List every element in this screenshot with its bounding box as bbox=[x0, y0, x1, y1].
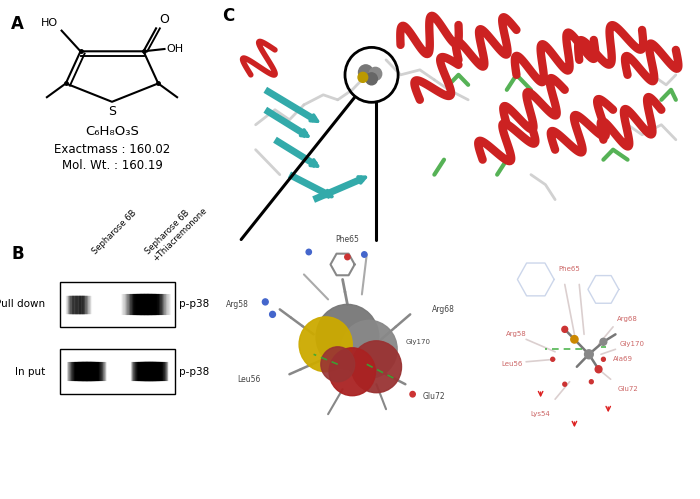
Text: A: A bbox=[11, 14, 24, 32]
Text: Arg68: Arg68 bbox=[617, 316, 638, 322]
Text: Sepharose 6B: Sepharose 6B bbox=[91, 208, 139, 256]
Text: C: C bbox=[222, 7, 234, 25]
Text: O: O bbox=[160, 13, 169, 26]
Circle shape bbox=[563, 382, 567, 386]
Text: S: S bbox=[108, 105, 116, 118]
Circle shape bbox=[351, 341, 402, 393]
Circle shape bbox=[345, 254, 350, 259]
Text: Arg58: Arg58 bbox=[225, 300, 248, 309]
Circle shape bbox=[341, 320, 397, 378]
Circle shape bbox=[570, 335, 578, 343]
Text: Pull down: Pull down bbox=[0, 299, 45, 309]
Text: Gly170: Gly170 bbox=[620, 341, 645, 347]
Circle shape bbox=[410, 391, 415, 397]
Circle shape bbox=[358, 72, 368, 82]
Circle shape bbox=[584, 350, 594, 359]
Circle shape bbox=[589, 380, 594, 384]
Circle shape bbox=[369, 67, 382, 80]
Text: p-p38: p-p38 bbox=[179, 367, 209, 377]
Text: Ala69: Ala69 bbox=[612, 356, 633, 362]
FancyBboxPatch shape bbox=[60, 282, 175, 327]
Circle shape bbox=[600, 338, 607, 345]
Circle shape bbox=[358, 65, 373, 80]
Text: Leu56: Leu56 bbox=[237, 375, 260, 384]
Circle shape bbox=[306, 250, 312, 254]
Text: B: B bbox=[11, 245, 24, 262]
Circle shape bbox=[270, 311, 275, 317]
Text: Glu72: Glu72 bbox=[617, 386, 638, 392]
Text: Phe65: Phe65 bbox=[559, 266, 580, 272]
Circle shape bbox=[321, 347, 355, 382]
Text: Mol. Wt. : 160.19: Mol. Wt. : 160.19 bbox=[62, 159, 162, 172]
Circle shape bbox=[551, 357, 554, 361]
Circle shape bbox=[366, 73, 377, 85]
Text: In put: In put bbox=[15, 367, 45, 377]
FancyBboxPatch shape bbox=[60, 349, 175, 394]
Circle shape bbox=[262, 299, 268, 305]
Circle shape bbox=[562, 326, 568, 332]
Text: p-p38: p-p38 bbox=[179, 299, 209, 309]
Text: C₆H₈O₃S: C₆H₈O₃S bbox=[85, 125, 139, 138]
Circle shape bbox=[316, 304, 379, 369]
Text: Arg68: Arg68 bbox=[432, 305, 455, 314]
Text: Arg58: Arg58 bbox=[506, 331, 527, 337]
Text: Exactmass : 160.02: Exactmass : 160.02 bbox=[54, 143, 170, 156]
Text: Gly170: Gly170 bbox=[405, 339, 430, 345]
Text: Lys54: Lys54 bbox=[531, 411, 550, 417]
Circle shape bbox=[601, 357, 606, 361]
Text: HO: HO bbox=[41, 18, 59, 28]
Text: OH: OH bbox=[167, 44, 183, 54]
Circle shape bbox=[329, 348, 375, 396]
Circle shape bbox=[362, 251, 367, 257]
Text: Leu56: Leu56 bbox=[501, 361, 522, 367]
Text: Phe65: Phe65 bbox=[335, 235, 359, 244]
Circle shape bbox=[595, 366, 602, 373]
Text: Sepharose 6B
+Thiacremonone: Sepharose 6B +Thiacremonone bbox=[144, 198, 209, 263]
Circle shape bbox=[299, 317, 352, 372]
Text: Glu72: Glu72 bbox=[422, 392, 445, 401]
